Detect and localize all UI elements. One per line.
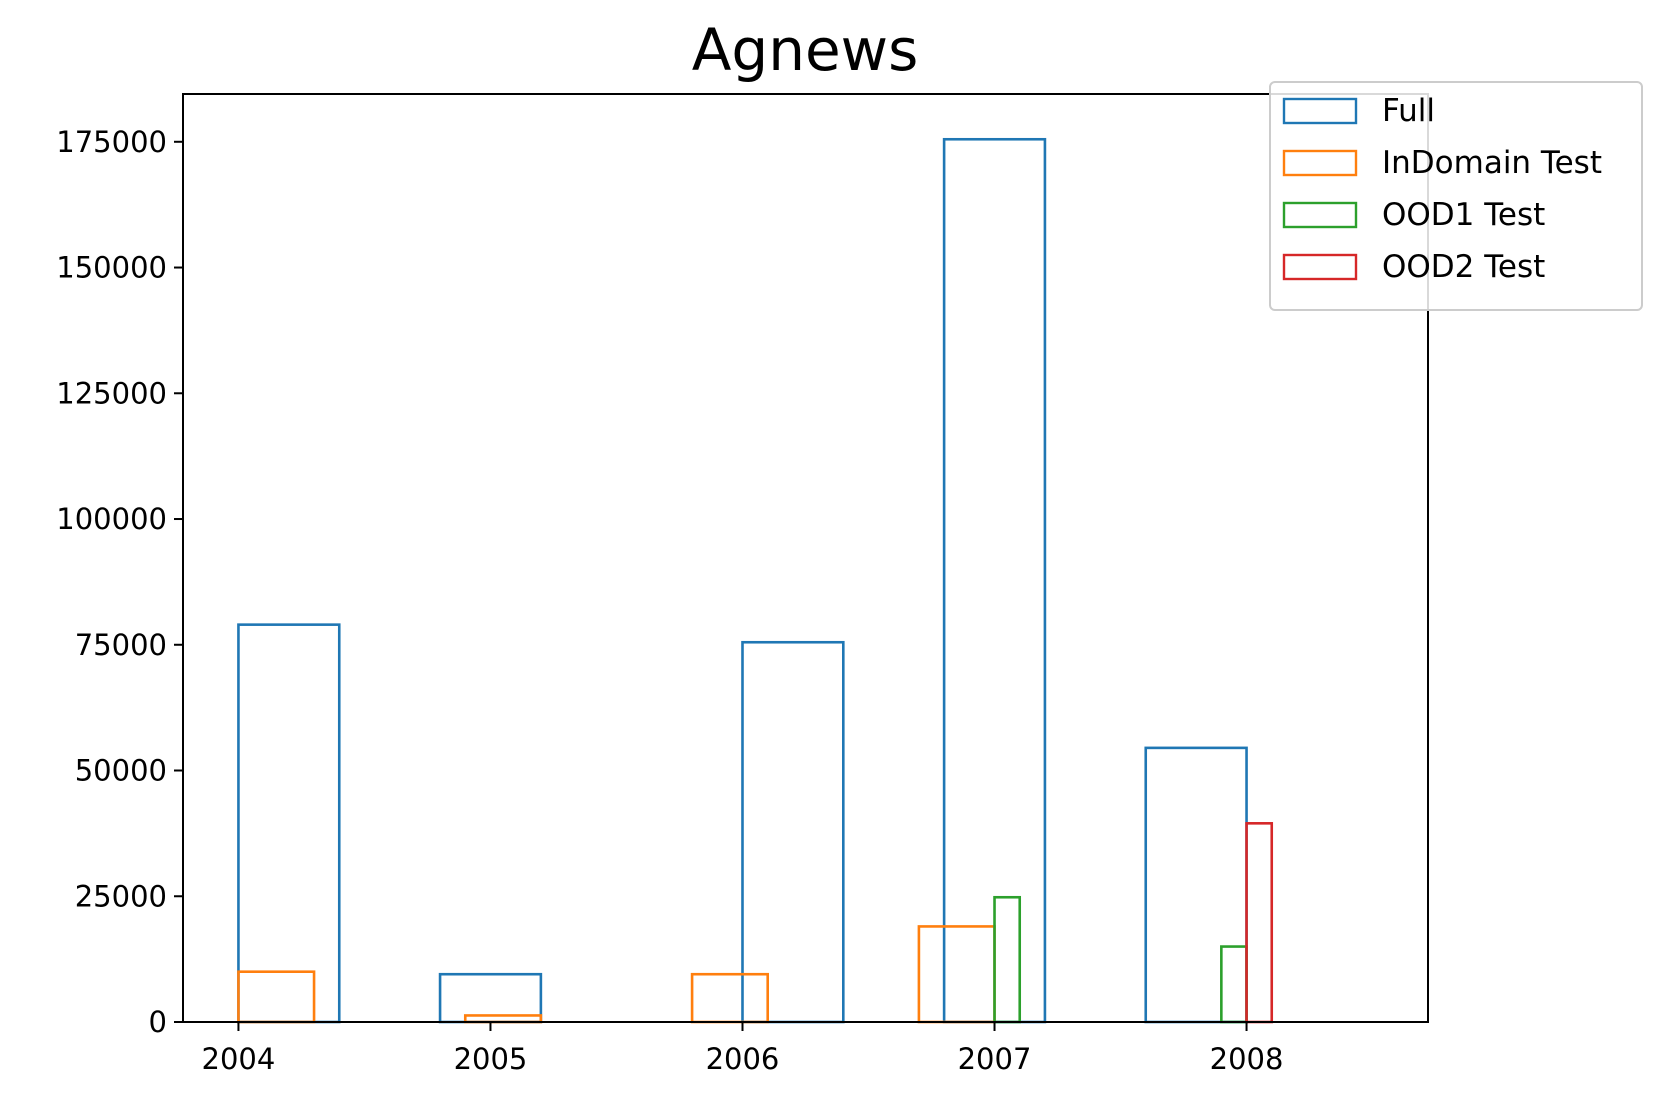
- bar-indomain-test-2: [690, 972, 769, 1024]
- legend-label: InDomain Test: [1382, 145, 1602, 181]
- bar-full-0: [237, 623, 341, 1024]
- bar-indomain-test-3: [917, 925, 996, 1024]
- chart-title: Agnews: [692, 16, 919, 84]
- y-tick-label: 150000: [56, 251, 167, 285]
- bar-ood1-test-1: [1220, 945, 1248, 1024]
- bars-layer: [237, 137, 1274, 1024]
- legend-label: OOD2 Test: [1382, 249, 1545, 285]
- y-tick-label: 100000: [56, 502, 167, 536]
- x-tick-label: 2004: [202, 1042, 276, 1076]
- legend-swatch: [1282, 253, 1358, 281]
- legend-swatch: [1282, 149, 1358, 177]
- legend-swatch: [1282, 97, 1358, 125]
- y-tick-label: 25000: [75, 879, 167, 913]
- x-tick-label: 2006: [706, 1042, 780, 1076]
- y-tick-label: 175000: [56, 125, 167, 159]
- y-tick-label: 50000: [75, 754, 167, 788]
- y-tick-label: 0: [149, 1005, 167, 1039]
- legend-label: Full: [1382, 93, 1435, 129]
- y-tick-label: 125000: [56, 376, 167, 410]
- x-tick-label: 2008: [1210, 1042, 1284, 1076]
- x-tick-label: 2005: [454, 1042, 528, 1076]
- legend-box: [1269, 81, 1643, 311]
- legend: Full InDomain Test OOD1 Test OOD2 Test: [1269, 81, 1643, 311]
- bar-full-4: [1144, 746, 1248, 1024]
- bar-full-2: [741, 640, 845, 1024]
- plot-frame: [182, 93, 1429, 1023]
- bar-ood2-test-0: [1245, 822, 1274, 1024]
- y-axis: 0 25000 50000 75000 100000 125000 150000 175000: [56, 125, 183, 1039]
- bar-indomain-test-0: [237, 970, 316, 1024]
- legend-swatch: [1282, 201, 1358, 229]
- bar-ood1-test-0: [993, 895, 1022, 1024]
- legend-label: OOD1 Test: [1382, 197, 1545, 233]
- x-axis: 2004 2005 2006 2007 2008: [202, 1022, 1284, 1076]
- y-tick-label: 75000: [75, 628, 167, 662]
- x-tick-label: 2007: [958, 1042, 1032, 1076]
- bar-full-3: [942, 137, 1047, 1024]
